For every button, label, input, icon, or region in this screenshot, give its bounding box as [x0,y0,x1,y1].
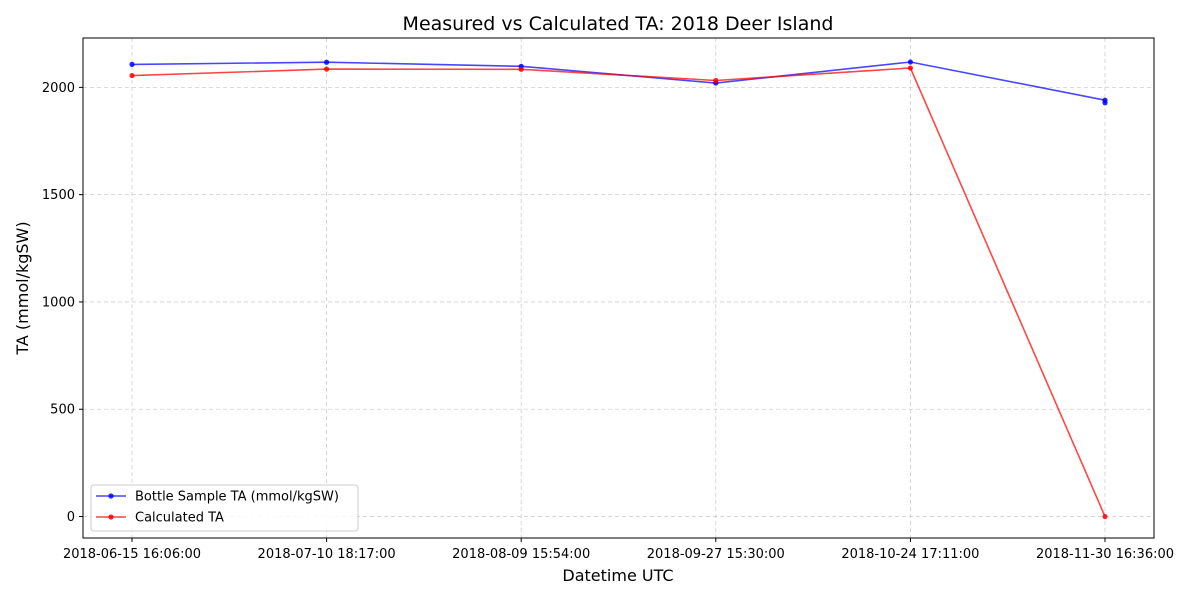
legend-swatch-marker [108,514,114,520]
legend-label: Bottle Sample TA (mmol/kgSW) [135,490,339,505]
data-point [713,77,719,84]
chart-title: Measured vs Calculated TA: 2018 Deer Isl… [403,13,834,35]
data-point [324,59,330,65]
plot-area-frame [82,37,1155,539]
data-point [1102,513,1108,520]
data-point [324,66,330,72]
legend-swatch-marker [108,493,114,499]
y-tick-label: 0 [67,510,75,525]
series-line [131,67,1106,517]
data-point [1102,100,1108,106]
data-point [129,72,135,79]
y-tick-label: 1500 [42,188,75,203]
data-point [518,66,524,72]
y-tick-label: 1000 [42,295,75,310]
x-axis-title: Datetime UTC [562,566,673,585]
series-line [131,61,1106,103]
grid [83,38,1154,538]
data-point [907,59,914,65]
axis-ticks: 0 500 1000 1500 2000 2018-06-15 16:06:00 2018-… [42,81,1174,562]
legend-box [90,484,359,532]
y-axis-title: TA (mmol/kgSW) [13,221,32,355]
data-point [129,61,135,67]
plot-series [129,59,1108,520]
x-tick-label: 2018-09-27 15:30:00 [647,547,785,562]
y-tick-label: 2000 [42,81,75,96]
x-tick-label: 2018-08-09 15:54:00 [452,547,590,562]
legend: Bottle Sample TA (mmol/kgSW) Calculated T… [90,484,359,532]
x-tick-label: 2018-11-30 16:36:00 [1036,547,1174,562]
x-tick-label: 2018-07-10 18:17:00 [258,547,396,562]
data-point [907,65,914,71]
y-tick-label: 500 [50,403,75,418]
legend-label: Calculated TA [135,511,224,526]
x-tick-label: 2018-06-15 16:06:00 [63,547,201,562]
x-tick-label: 2018-10-24 17:11:00 [841,547,979,562]
